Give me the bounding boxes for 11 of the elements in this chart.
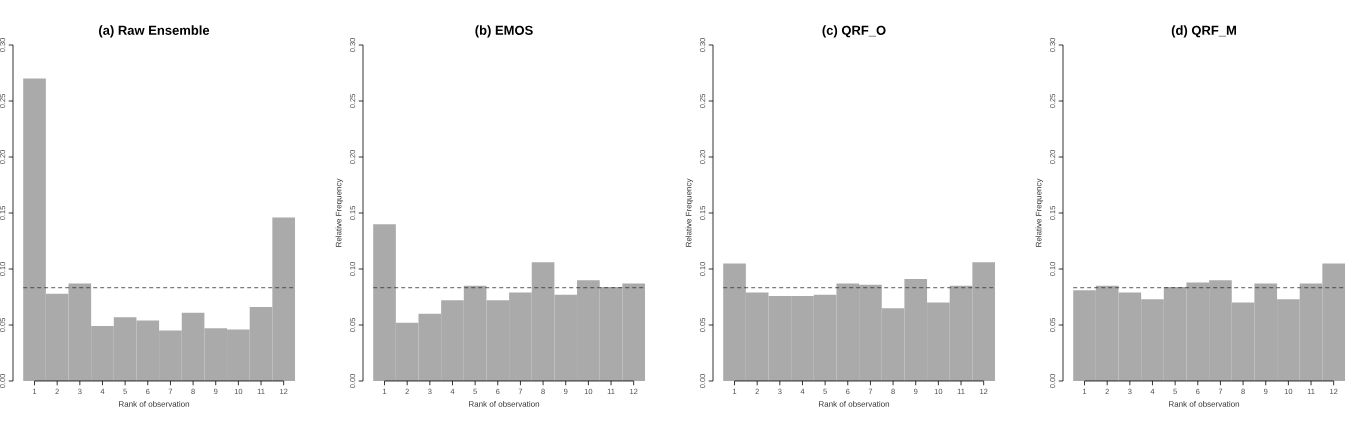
x-axis-title: Rank of observation xyxy=(469,400,540,407)
chart-title: (b) EMOS xyxy=(475,25,533,38)
x-axis-title: Rank of observation xyxy=(1169,400,1240,407)
chart-title: (a) Raw Ensemble xyxy=(99,25,210,38)
chart-title: (d) QRF_M xyxy=(1171,25,1236,38)
y-axis-title: Relative Frequency xyxy=(335,178,344,247)
x-axis-title: Rank of observation xyxy=(119,400,190,407)
x-axis-title: Rank of observation xyxy=(819,400,890,407)
y-axis-title: Relative Frequency xyxy=(685,178,694,247)
chart-title: (c) QRF_O xyxy=(822,25,886,38)
y-axis-title: Relative Frequency xyxy=(1035,178,1044,247)
